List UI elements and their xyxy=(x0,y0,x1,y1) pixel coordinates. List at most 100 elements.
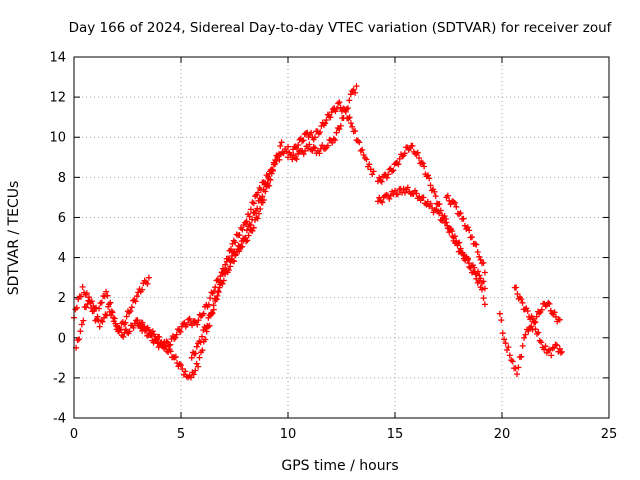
y-tick-label: 8 xyxy=(58,171,66,186)
data-point xyxy=(322,120,329,127)
data-point xyxy=(247,206,254,213)
data-point xyxy=(467,264,474,271)
data-point xyxy=(312,134,318,141)
series-sat-i xyxy=(443,192,488,276)
data-point xyxy=(182,368,189,375)
data-point xyxy=(133,293,140,300)
data-point xyxy=(480,295,487,302)
data-point xyxy=(542,343,549,350)
data-point xyxy=(77,328,84,335)
series-sat-k xyxy=(511,284,563,326)
data-point xyxy=(548,352,555,359)
data-point xyxy=(416,193,423,200)
data-point xyxy=(378,178,385,185)
data-point xyxy=(173,331,180,338)
data-point xyxy=(227,263,234,270)
data-point xyxy=(209,309,216,316)
data-point xyxy=(329,139,336,146)
data-point xyxy=(210,302,217,309)
data-point xyxy=(443,219,450,226)
data-point xyxy=(196,338,203,345)
data-point xyxy=(192,350,199,357)
series-sat-b xyxy=(73,274,152,351)
data-point xyxy=(205,314,212,321)
data-point xyxy=(305,145,311,152)
data-point xyxy=(319,142,326,149)
data-point xyxy=(232,239,239,246)
data-point xyxy=(420,194,427,201)
data-point xyxy=(552,341,559,348)
data-point xyxy=(413,190,420,197)
data-point xyxy=(193,343,200,350)
data-point xyxy=(145,274,152,281)
data-point xyxy=(533,313,540,320)
series-sat-f xyxy=(289,83,360,163)
data-point xyxy=(249,216,255,223)
data-point xyxy=(346,97,353,104)
data-point xyxy=(512,365,519,372)
data-point xyxy=(236,248,243,255)
data-point xyxy=(519,299,526,306)
data-point xyxy=(200,310,207,317)
data-point xyxy=(300,137,307,144)
data-point xyxy=(172,353,179,360)
data-point xyxy=(104,292,111,299)
data-point xyxy=(242,234,249,241)
data-point xyxy=(241,236,248,243)
data-point xyxy=(419,160,426,167)
data-point xyxy=(264,180,271,187)
y-tick-label: 0 xyxy=(58,331,66,346)
x-tick-label: 10 xyxy=(280,427,297,442)
data-point xyxy=(496,310,503,317)
data-point xyxy=(333,129,340,136)
data-point xyxy=(473,241,480,248)
data-point xyxy=(142,327,149,334)
data-point xyxy=(96,305,102,312)
data-point xyxy=(541,346,548,353)
data-point xyxy=(404,184,411,191)
data-point xyxy=(80,317,87,324)
data-point xyxy=(350,86,357,93)
data-point xyxy=(195,317,202,324)
data-point xyxy=(525,328,532,334)
data-point xyxy=(141,324,148,331)
data-point xyxy=(521,334,528,341)
data-point xyxy=(162,343,169,350)
data-point xyxy=(332,137,339,144)
data-point xyxy=(197,339,204,346)
data-point xyxy=(518,353,525,360)
data-point xyxy=(440,215,447,222)
y-tick-label: 6 xyxy=(58,211,66,226)
data-point xyxy=(471,269,478,275)
data-point xyxy=(502,340,509,347)
data-point xyxy=(386,195,393,202)
data-point xyxy=(285,143,291,150)
data-point xyxy=(217,273,224,280)
data-point xyxy=(166,342,172,349)
data-point xyxy=(340,115,347,121)
data-points xyxy=(71,83,565,381)
data-point xyxy=(498,317,505,324)
data-point xyxy=(316,150,323,157)
data-point xyxy=(370,168,377,175)
data-point xyxy=(352,89,359,96)
data-point xyxy=(513,284,520,291)
data-point xyxy=(103,288,110,295)
y-tick-label: 10 xyxy=(49,131,66,146)
data-point xyxy=(225,267,232,274)
data-point xyxy=(199,333,205,340)
data-point xyxy=(227,246,234,253)
data-point xyxy=(531,318,538,325)
data-point xyxy=(167,341,174,348)
data-point xyxy=(463,253,470,260)
data-point xyxy=(190,371,197,378)
data-point xyxy=(466,227,473,234)
data-point xyxy=(120,333,127,340)
data-point xyxy=(192,367,199,374)
data-point xyxy=(474,249,481,255)
data-point xyxy=(258,196,264,203)
data-point xyxy=(122,319,129,326)
data-point xyxy=(476,278,483,285)
y-tick-label: 14 xyxy=(49,51,66,66)
data-point xyxy=(107,299,114,306)
